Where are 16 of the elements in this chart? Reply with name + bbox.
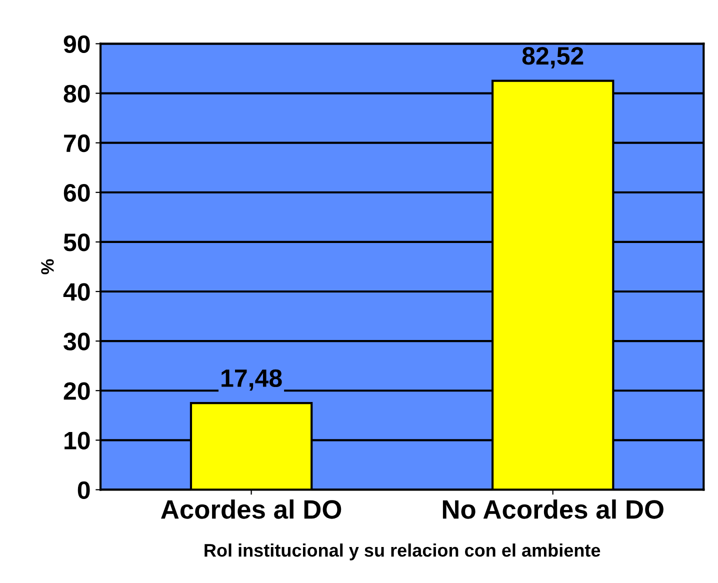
- y-axis-title: %: [41, 259, 54, 274]
- y-tick-label: 20: [64, 382, 90, 400]
- y-tick-label: 30: [64, 332, 90, 350]
- y-tick-label: 10: [64, 432, 90, 450]
- y-tick-label: 70: [64, 134, 90, 152]
- y-tick-label: 60: [64, 184, 90, 202]
- x-axis-title: Rol institucional y su relacion con el ambiente: [204, 543, 600, 560]
- y-tick-label: 0: [78, 481, 90, 500]
- y-tick-label: 80: [64, 84, 90, 103]
- x-tick-label: Acordes al DO: [161, 499, 342, 519]
- y-tick-label: 90: [64, 35, 90, 54]
- y-tick-label: 40: [63, 283, 90, 301]
- y-tick-label: 50: [64, 234, 90, 252]
- x-tick-label: No Acordes al DO: [442, 499, 664, 519]
- data-label: 17,48: [222, 369, 282, 391]
- data-label: 82,52: [522, 47, 584, 68]
